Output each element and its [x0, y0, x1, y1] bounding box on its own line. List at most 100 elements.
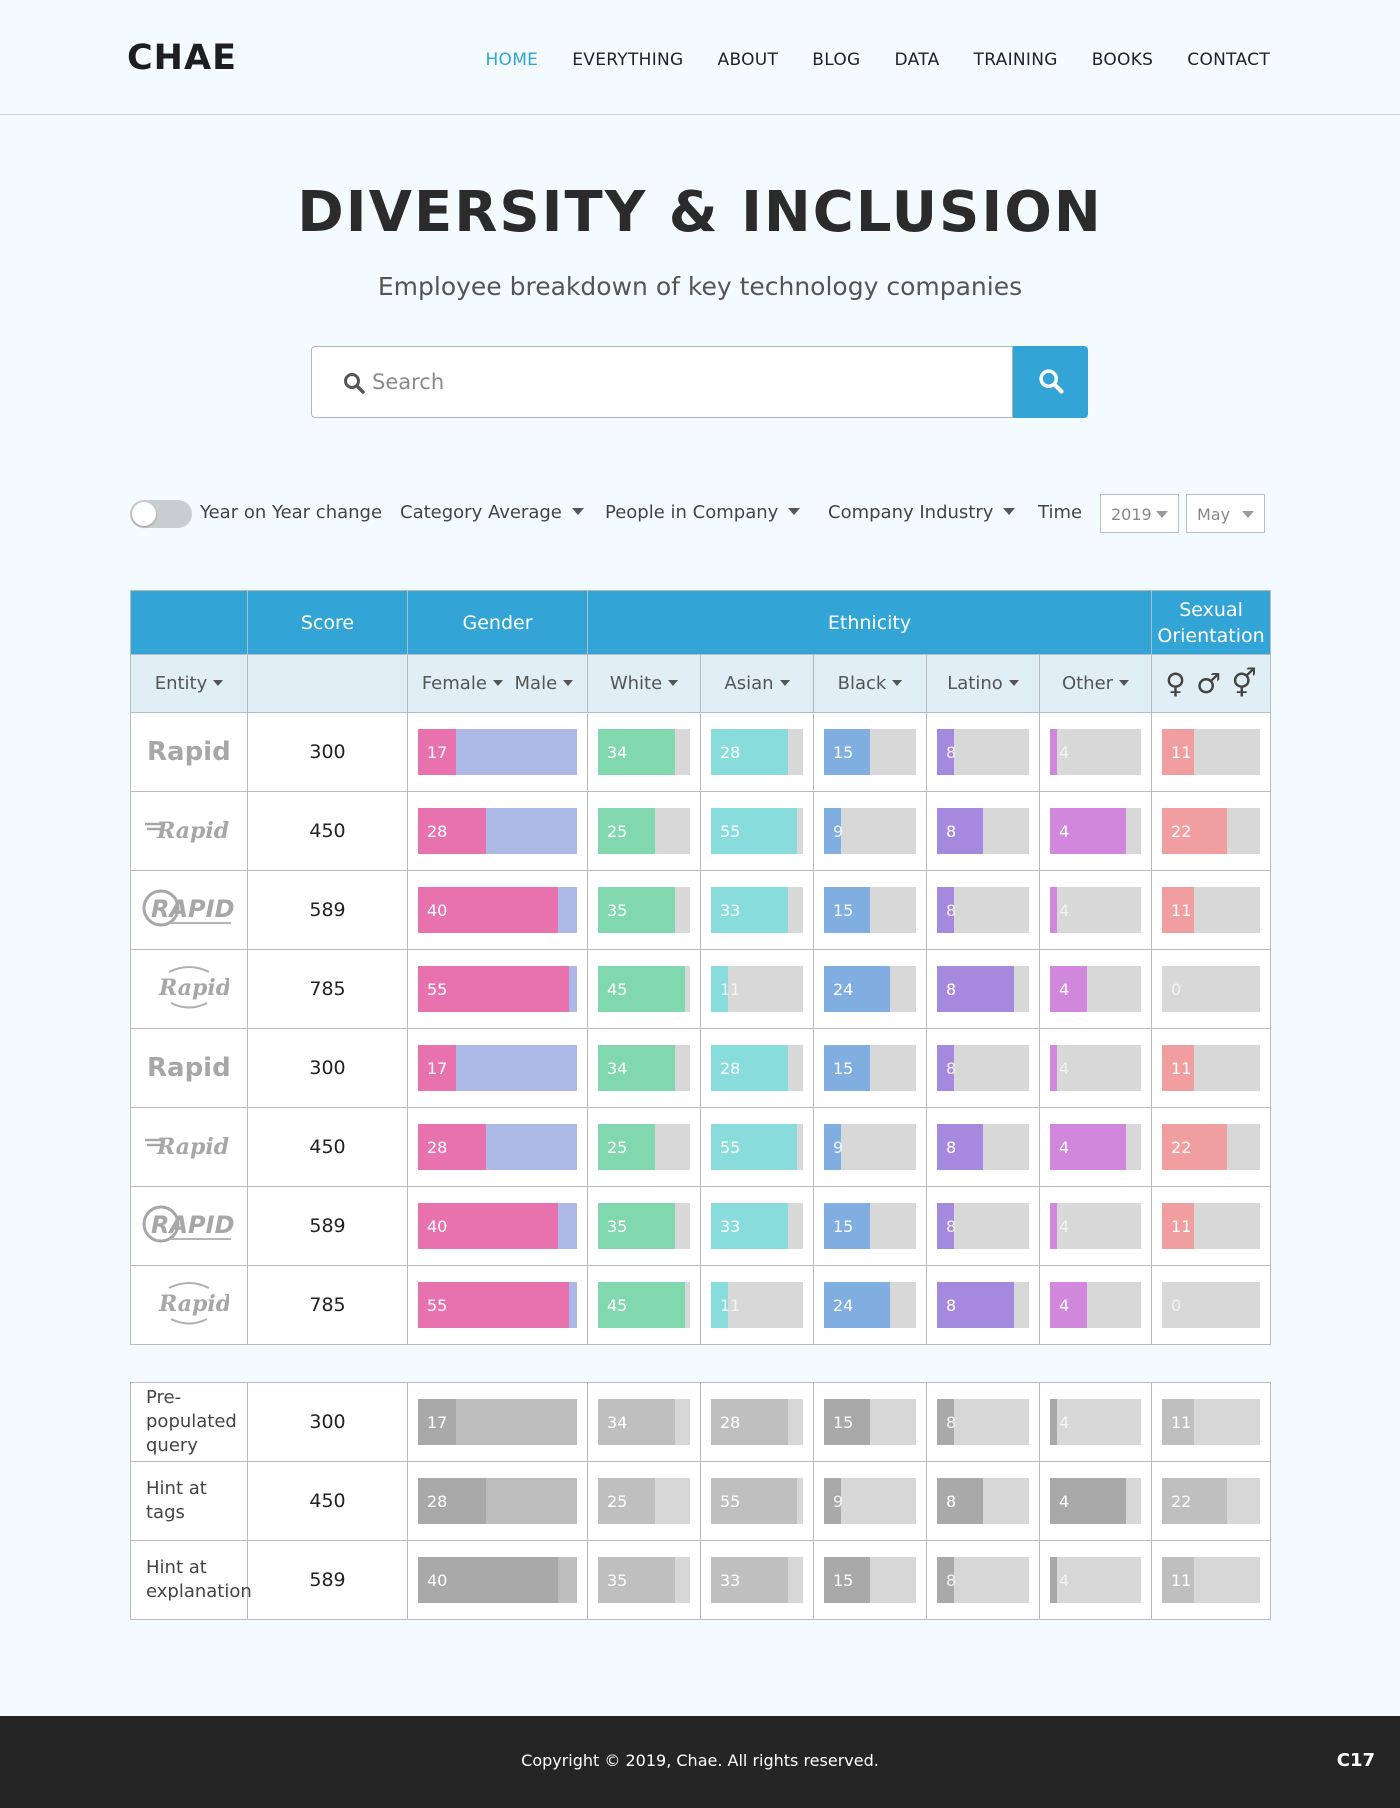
- latino-bar[interactable]: 8: [937, 887, 1029, 933]
- black-bar[interactable]: 24: [824, 1282, 916, 1328]
- table-row[interactable]: Rapid Rapid 785 55 45 11 24 8 4 0: [130, 949, 1272, 1029]
- white-bar[interactable]: 35: [598, 887, 690, 933]
- black-bar[interactable]: 9: [824, 1124, 916, 1170]
- white-bar[interactable]: 45: [598, 966, 690, 1012]
- white-bar[interactable]: 25: [598, 1478, 690, 1524]
- entity-logo[interactable]: RAPID RAPID: [130, 1186, 248, 1266]
- other-bar[interactable]: 4: [1050, 1399, 1141, 1445]
- sort-latino[interactable]: Latino: [926, 654, 1040, 713]
- table-row[interactable]: RAPID RAPID 589 40 35 33 15 8 4 11: [130, 1186, 1272, 1266]
- female-bar[interactable]: 40: [418, 1203, 577, 1249]
- asian-bar[interactable]: 11: [711, 966, 803, 1012]
- transgender-symbol-icon[interactable]: ⚥: [1231, 667, 1257, 700]
- nav-home[interactable]: HOME: [485, 50, 539, 70]
- latino-bar[interactable]: 8: [937, 1045, 1029, 1091]
- asian-bar[interactable]: 55: [711, 1478, 803, 1524]
- asian-bar[interactable]: 33: [711, 1557, 803, 1603]
- hint-row[interactable]: Hint at explanation 589 40 35 33 15 8 4 11: [130, 1540, 1271, 1620]
- table-row[interactable]: Rapid Rapid 785 55 45 11 24 8 4 0: [130, 1265, 1272, 1345]
- table-row[interactable]: Rapid Rapid 450 28 25 55 9 8 4 22: [130, 791, 1272, 871]
- so-bar[interactable]: 22: [1162, 1478, 1260, 1524]
- so-bar[interactable]: 0: [1162, 1282, 1261, 1328]
- female-bar[interactable]: 17: [418, 1045, 577, 1091]
- female-bar[interactable]: 17: [418, 1399, 577, 1445]
- nav-training[interactable]: TRAINING: [973, 50, 1058, 70]
- sort-entity[interactable]: Entity: [130, 654, 248, 713]
- other-bar[interactable]: 4: [1050, 808, 1142, 854]
- month-select[interactable]: May: [1186, 494, 1265, 533]
- people-in-company-dropdown[interactable]: People in Company: [605, 502, 801, 523]
- table-row[interactable]: Rapid Rapid 300 17 34 28 15 8 4 11: [130, 1028, 1272, 1108]
- latino-bar[interactable]: 8: [937, 966, 1029, 1012]
- black-bar[interactable]: 15: [824, 729, 916, 775]
- so-bar[interactable]: 11: [1162, 1203, 1261, 1249]
- other-bar[interactable]: 4: [1050, 1203, 1142, 1249]
- asian-bar[interactable]: 28: [711, 729, 803, 775]
- sort-asian[interactable]: Asian: [700, 654, 814, 713]
- female-bar[interactable]: 40: [418, 1557, 577, 1603]
- entity-logo[interactable]: Rapid Rapid: [130, 712, 248, 792]
- nav-blog[interactable]: BLOG: [812, 50, 861, 70]
- nav-data[interactable]: DATA: [894, 50, 940, 70]
- female-bar[interactable]: 28: [418, 1478, 577, 1524]
- white-bar[interactable]: 34: [598, 729, 690, 775]
- so-bar[interactable]: 11: [1162, 1399, 1260, 1445]
- latino-bar[interactable]: 8: [937, 1282, 1029, 1328]
- search-button[interactable]: [1013, 346, 1088, 418]
- white-bar[interactable]: 25: [598, 808, 690, 854]
- site-logo[interactable]: CHAE: [127, 38, 237, 78]
- female-bar[interactable]: 28: [418, 808, 577, 854]
- black-bar[interactable]: 15: [824, 887, 916, 933]
- nav-about[interactable]: ABOUT: [717, 50, 779, 70]
- so-bar[interactable]: 11: [1162, 729, 1261, 775]
- asian-bar[interactable]: 11: [711, 1282, 803, 1328]
- sort-other[interactable]: Other: [1038, 654, 1153, 713]
- female-bar[interactable]: 17: [418, 729, 577, 775]
- other-bar[interactable]: 4: [1050, 1557, 1141, 1603]
- other-bar[interactable]: 4: [1050, 1124, 1142, 1170]
- table-row[interactable]: Rapid Rapid 450 28 25 55 9 8 4 22: [130, 1107, 1272, 1187]
- hint-row[interactable]: Hint at tags 450 28 25 55 9 8 4 22: [130, 1461, 1271, 1541]
- table-row[interactable]: Rapid Rapid 300 17 34 28 15 8 4 11: [130, 712, 1272, 792]
- sort-female[interactable]: Female: [422, 673, 503, 694]
- female-bar[interactable]: 55: [418, 1282, 577, 1328]
- nav-books[interactable]: BOOKS: [1091, 50, 1154, 70]
- black-bar[interactable]: 15: [824, 1557, 916, 1603]
- other-bar[interactable]: 4: [1050, 887, 1142, 933]
- hint-row[interactable]: Pre-populated query 300 17 34 28 15 8 4 11: [130, 1382, 1271, 1462]
- white-bar[interactable]: 34: [598, 1045, 690, 1091]
- entity-logo[interactable]: Rapid Rapid: [130, 949, 248, 1029]
- female-bar[interactable]: 55: [418, 966, 577, 1012]
- asian-bar[interactable]: 55: [711, 808, 803, 854]
- latino-bar[interactable]: 8: [937, 1124, 1029, 1170]
- sort-male[interactable]: Male: [515, 673, 574, 694]
- female-bar[interactable]: 28: [418, 1124, 577, 1170]
- black-bar[interactable]: 15: [824, 1399, 916, 1445]
- female-symbol-icon[interactable]: ♀: [1165, 667, 1186, 700]
- so-bar[interactable]: 0: [1162, 966, 1261, 1012]
- entity-logo[interactable]: Rapid Rapid: [130, 1265, 248, 1345]
- other-bar[interactable]: 4: [1050, 1282, 1142, 1328]
- sort-white[interactable]: White: [587, 654, 701, 713]
- black-bar[interactable]: 9: [824, 808, 916, 854]
- latino-bar[interactable]: 8: [937, 1557, 1029, 1603]
- asian-bar[interactable]: 28: [711, 1045, 803, 1091]
- so-bar[interactable]: 11: [1162, 1045, 1261, 1091]
- white-bar[interactable]: 25: [598, 1124, 690, 1170]
- other-bar[interactable]: 4: [1050, 729, 1142, 775]
- black-bar[interactable]: 9: [824, 1478, 916, 1524]
- nav-everything[interactable]: EVERYTHING: [572, 50, 684, 70]
- search-input[interactable]: [372, 365, 972, 399]
- latino-bar[interactable]: 8: [937, 1399, 1029, 1445]
- year-select[interactable]: 2019: [1100, 494, 1179, 533]
- sort-black[interactable]: Black: [813, 654, 927, 713]
- black-bar[interactable]: 15: [824, 1045, 916, 1091]
- white-bar[interactable]: 35: [598, 1203, 690, 1249]
- male-symbol-icon[interactable]: ♂: [1196, 667, 1222, 700]
- table-row[interactable]: RAPID RAPID 589 40 35 33 15 8 4 11: [130, 870, 1272, 950]
- asian-bar[interactable]: 33: [711, 887, 803, 933]
- asian-bar[interactable]: 28: [711, 1399, 803, 1445]
- latino-bar[interactable]: 8: [937, 1478, 1029, 1524]
- so-bar[interactable]: 22: [1162, 808, 1261, 854]
- other-bar[interactable]: 4: [1050, 1045, 1142, 1091]
